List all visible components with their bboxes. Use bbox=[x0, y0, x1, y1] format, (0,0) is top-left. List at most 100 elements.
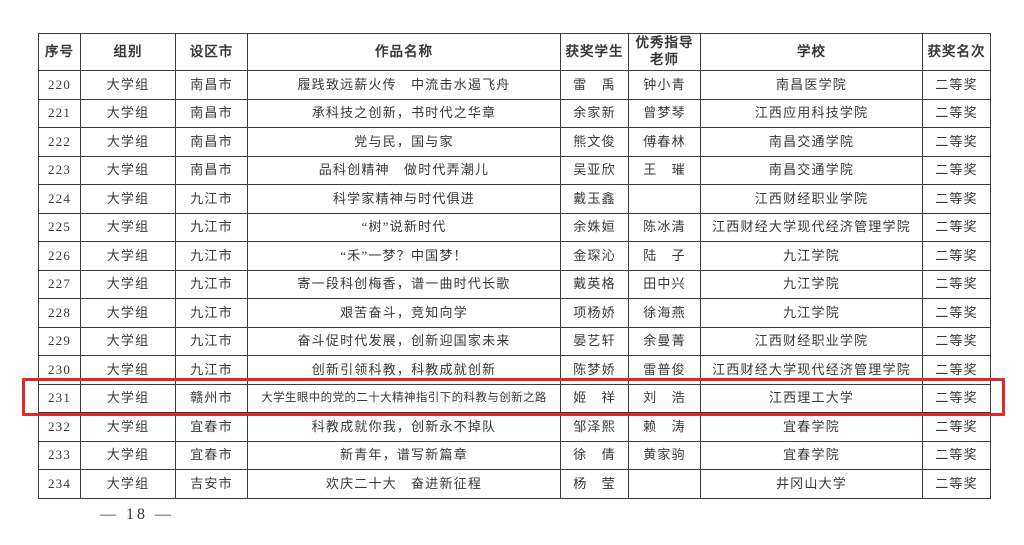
cell-no: 231 bbox=[38, 383, 81, 413]
cell-award: 二等奖 bbox=[922, 355, 991, 385]
cell-group: 大学组 bbox=[80, 184, 176, 214]
cell-teacher: 雷普俊 bbox=[628, 355, 701, 385]
cell-title: 新青年，谱写新篇章 bbox=[247, 440, 561, 470]
cell-city: 九江市 bbox=[175, 184, 248, 214]
table-row: 224 大学组 九江市 科学家精神与时代俱进 戴玉鑫 江西财经职业学院 二等奖 bbox=[38, 184, 991, 214]
column-header-award: 获奖名次 bbox=[922, 33, 991, 71]
cell-teacher: 陆 子 bbox=[628, 241, 701, 271]
cell-award: 二等奖 bbox=[922, 383, 991, 413]
cell-student: 吴亚欣 bbox=[560, 155, 629, 185]
table-row: 220 大学组 南昌市 履践致远薪火传 中流击水遏飞舟雷 禹钟小青 南昌医学院 二等奖 bbox=[38, 70, 991, 100]
cell-city: 九江市 bbox=[175, 298, 248, 328]
cell-teacher: 王 璀 bbox=[628, 155, 701, 185]
cell-group: 大学组 bbox=[80, 440, 176, 470]
cell-group: 大学组 bbox=[80, 412, 176, 442]
cell-no: 222 bbox=[38, 127, 81, 157]
cell-school: 江西财经职业学院 bbox=[700, 184, 923, 214]
cell-student: 戴英格 bbox=[560, 269, 629, 299]
column-header-teacher: 优秀指导 老师 bbox=[628, 33, 701, 71]
cell-school: 宜春学院 bbox=[700, 440, 923, 470]
cell-student: 熊文俊 bbox=[560, 127, 629, 157]
cell-award: 二等奖 bbox=[922, 98, 991, 128]
table-row: 230 大学组 九江市 创新引领科教，科教成就创新 陈梦娇 雷普俊 江西财经大学现代经济管理… bbox=[38, 355, 991, 385]
cell-student: 邹泽熙 bbox=[560, 412, 629, 442]
table-row: 231 大学组 赣州市 大学生眼中的党的二十大精神指引下的科教与创新之路姬 祥刘 浩江… bbox=[38, 383, 991, 413]
cell-no: 227 bbox=[38, 269, 81, 299]
cell-school: 九江学院 bbox=[700, 298, 923, 328]
cell-title: 品科创精神 做时代弄潮儿 bbox=[247, 155, 561, 185]
cell-award: 二等奖 bbox=[922, 412, 991, 442]
cell-city: 吉安市 bbox=[175, 469, 248, 499]
cell-student: 陈梦娇 bbox=[560, 355, 629, 385]
column-header-city: 设区市 bbox=[175, 33, 248, 71]
cell-no: 224 bbox=[38, 184, 81, 214]
cell-award: 二等奖 bbox=[922, 440, 991, 470]
cell-group: 大学组 bbox=[80, 155, 176, 185]
cell-school: 宜春学院 bbox=[700, 412, 923, 442]
cell-teacher: 陈冰清 bbox=[628, 212, 701, 242]
cell-award: 二等奖 bbox=[922, 469, 991, 499]
cell-group: 大学组 bbox=[80, 469, 176, 499]
cell-student: 项杨娇 bbox=[560, 298, 629, 328]
cell-school: 江西财经大学现代经济管理学院 bbox=[700, 355, 923, 385]
cell-school: 九江学院 bbox=[700, 241, 923, 271]
cell-city: 南昌市 bbox=[175, 70, 248, 100]
cell-teacher: 赖 涛 bbox=[628, 412, 701, 442]
cell-city: 九江市 bbox=[175, 326, 248, 356]
table-header: 序号 组别 设区市 作品名称 获奖学生 优秀指导 老师 学校 获奖名次 bbox=[38, 33, 991, 71]
cell-title: 科教成就你我，创新永不掉队 bbox=[247, 412, 561, 442]
cell-teacher bbox=[628, 469, 701, 499]
cell-teacher: 余曼菁 bbox=[628, 326, 701, 356]
cell-no: 230 bbox=[38, 355, 81, 385]
cell-group: 大学组 bbox=[80, 98, 176, 128]
cell-teacher: 曾梦琴 bbox=[628, 98, 701, 128]
cell-group: 大学组 bbox=[80, 269, 176, 299]
cell-school: 南昌医学院 bbox=[700, 70, 923, 100]
cell-city: 南昌市 bbox=[175, 127, 248, 157]
cell-teacher: 刘 浩 bbox=[628, 383, 701, 413]
cell-city: 九江市 bbox=[175, 212, 248, 242]
cell-school: 南昌交通学院 bbox=[700, 155, 923, 185]
cell-no: 232 bbox=[38, 412, 81, 442]
table-row: 222 大学组 南昌市 党与民，国与家 熊文俊 傅春林 南昌交通学院 二等奖 bbox=[38, 127, 991, 157]
cell-group: 大学组 bbox=[80, 127, 176, 157]
cell-city: 九江市 bbox=[175, 241, 248, 271]
cell-school: 九江学院 bbox=[700, 269, 923, 299]
cell-teacher: 钟小青 bbox=[628, 70, 701, 100]
column-header-student: 获奖学生 bbox=[560, 33, 629, 71]
page-number: — 18 — bbox=[100, 506, 174, 523]
cell-student: 晏艺轩 bbox=[560, 326, 629, 356]
cell-teacher: 田中兴 bbox=[628, 269, 701, 299]
cell-award: 二等奖 bbox=[922, 127, 991, 157]
header-row: 序号 组别 设区市 作品名称 获奖学生 优秀指导 老师 学校 获奖名次 bbox=[38, 33, 991, 71]
table-body: 220 大学组 南昌市 履践致远薪火传 中流击水遏飞舟雷 禹钟小青 南昌医学院 二等奖 22… bbox=[38, 70, 991, 499]
table-row: 226 大学组 九江市 “禾”一梦？中国梦！ 金琛沁陆 子九江学院 二等奖 bbox=[38, 241, 991, 271]
cell-group: 大学组 bbox=[80, 326, 176, 356]
cell-city: 九江市 bbox=[175, 269, 248, 299]
cell-teacher bbox=[628, 184, 701, 214]
cell-school: 江西理工大学 bbox=[700, 383, 923, 413]
cell-group: 大学组 bbox=[80, 355, 176, 385]
cell-no: 225 bbox=[38, 212, 81, 242]
cell-city: 南昌市 bbox=[175, 98, 248, 128]
cell-student: 余姝姮 bbox=[560, 212, 629, 242]
table-row: 232 大学组 宜春市 科教成就你我，创新永不掉队 邹泽熙赖 涛宜春学院 二等奖 bbox=[38, 412, 991, 442]
column-header-group: 组别 bbox=[80, 33, 176, 71]
cell-teacher: 徐海燕 bbox=[628, 298, 701, 328]
cell-group: 大学组 bbox=[80, 241, 176, 271]
cell-title: 寄一段科创梅香，谱一曲时代长歌 bbox=[247, 269, 561, 299]
cell-no: 220 bbox=[38, 70, 81, 100]
cell-title: “树”说新时代 bbox=[247, 212, 561, 242]
cell-student: 戴玉鑫 bbox=[560, 184, 629, 214]
cell-title: 创新引领科教，科教成就创新 bbox=[247, 355, 561, 385]
cell-no: 223 bbox=[38, 155, 81, 185]
cell-title: 艰苦奋斗，竞知向学 bbox=[247, 298, 561, 328]
cell-title: 履践致远薪火传 中流击水遏飞舟 bbox=[247, 70, 561, 100]
cell-title: “禾”一梦？中国梦！ bbox=[247, 241, 561, 271]
cell-award: 二等奖 bbox=[922, 184, 991, 214]
cell-student: 姬 祥 bbox=[560, 383, 629, 413]
column-header-school: 学校 bbox=[700, 33, 923, 71]
cell-student: 杨 莹 bbox=[560, 469, 629, 499]
awards-table: 序号 组别 设区市 作品名称 获奖学生 优秀指导 老师 学校 获奖名次 220 大学组 南昌市 履践… bbox=[38, 33, 991, 499]
